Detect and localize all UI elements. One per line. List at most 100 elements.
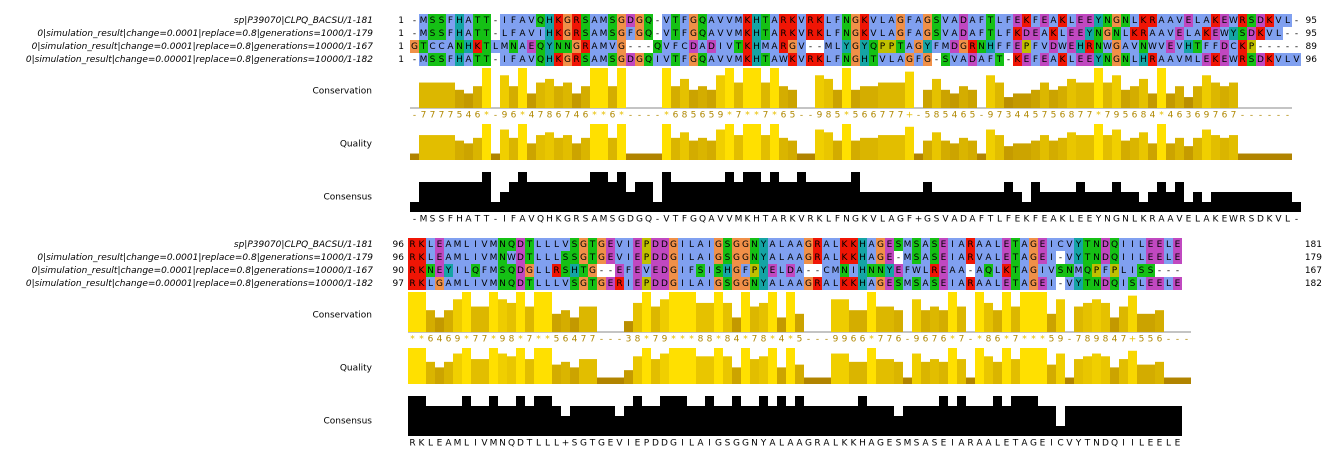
residue: K [790,55,797,65]
consensus-residue: A [465,215,472,225]
residue-cell [1146,238,1155,251]
residue-cell [642,238,651,251]
consensus-residue: I [1050,439,1053,449]
consensus-bar [1265,192,1274,212]
residue: L [1195,16,1200,26]
residue: G [1030,253,1037,263]
residue-cell [1022,27,1031,40]
conservation-score: 6 [610,111,616,121]
residue: G [852,55,859,65]
residue: A [1041,29,1048,39]
residue: T [589,253,596,263]
quality-bar [705,356,714,384]
conservation-bar [1157,68,1166,108]
conservation-bar [608,86,617,108]
quality-bar [624,370,633,384]
residue-cell [824,14,833,27]
consensus-bar [534,396,543,436]
residue-cell [797,40,806,53]
consensus-bar [1130,192,1139,212]
residue-cell [1166,27,1175,40]
residue: G [733,253,740,263]
residue-cell [1175,53,1184,66]
residue-cell [966,277,975,290]
residue: L [545,279,550,289]
residue-cell [1047,251,1056,264]
residue-cell [662,53,671,66]
conservation-bar [957,306,966,332]
conservation-bar [435,317,444,332]
consensus-residue: N [1093,439,1100,449]
residue: Y [760,240,767,250]
consensus-residue: A [958,439,965,449]
residue: S [1249,55,1255,65]
consensus-bar [878,192,887,212]
consensus-residue: F [907,215,912,225]
residue: G [636,16,643,26]
residue: I [539,29,542,39]
conservation-bar [446,82,455,108]
conservation-score: 7 [1013,335,1019,345]
conservation-score: * [484,111,489,121]
residue-cell [1029,251,1038,264]
consensus-bar [815,182,824,212]
residue-cell [471,251,480,264]
quality-bar [849,361,858,384]
residue-cell [896,14,905,27]
residue-cell [500,27,509,40]
residue-cell [581,14,590,27]
consensus-residue: V [717,215,724,225]
conservation-bar [1022,93,1031,108]
sequence-name: 0|simulation_result|change=0.0001|replac… [37,253,373,263]
residue: M [420,29,428,39]
residue: W [912,266,921,276]
quality-bar [1022,143,1031,160]
quality-bar [651,359,660,384]
residue: A [796,266,803,276]
residue: M [825,42,833,52]
residue-cell [635,27,644,40]
residue-cell [455,27,464,40]
residue-cell [417,277,426,290]
residue-cell [689,53,698,66]
residue: L [1121,266,1126,276]
residue: L [833,253,838,263]
residue: F [511,55,516,65]
residue-cell [849,238,858,251]
residue-cell [525,238,534,251]
consensus-bar [536,182,545,212]
residue: G [1104,29,1111,39]
residue-cell [660,264,669,277]
residue: L [880,16,885,26]
residue-cell [896,53,905,66]
consensus-residue: L [997,215,1002,225]
consensus-bar [446,182,455,212]
residue: A [978,55,985,65]
residue-cell [750,251,759,264]
residue-cell [534,238,543,251]
residue: V [1066,253,1073,263]
residue: A [465,16,472,26]
consensus-bar [1164,406,1173,436]
residue: L [428,240,433,250]
residue: L [1139,279,1144,289]
residue: G [636,29,643,39]
residue-cell [680,14,689,27]
residue: F [743,266,748,276]
residue: L [464,240,469,250]
residue-cell [743,14,752,27]
residue-cell [957,251,966,264]
residue: M [600,42,608,52]
quality-bar [1004,146,1013,160]
sequence-name: sp|P39070|CLPQ_BACSU/1-181 [234,240,373,250]
sequence-name: 0|simulation_result|change=0.0001|replac… [37,29,373,39]
conservation-bar [518,68,527,108]
quality-bar [984,356,993,384]
residue: A [958,253,965,263]
residue-cell [813,251,822,264]
residue: I [708,253,711,263]
residue: M [904,240,912,250]
consensus-residue: G [805,439,812,449]
residue-cell [563,27,572,40]
residue: T [526,253,533,263]
